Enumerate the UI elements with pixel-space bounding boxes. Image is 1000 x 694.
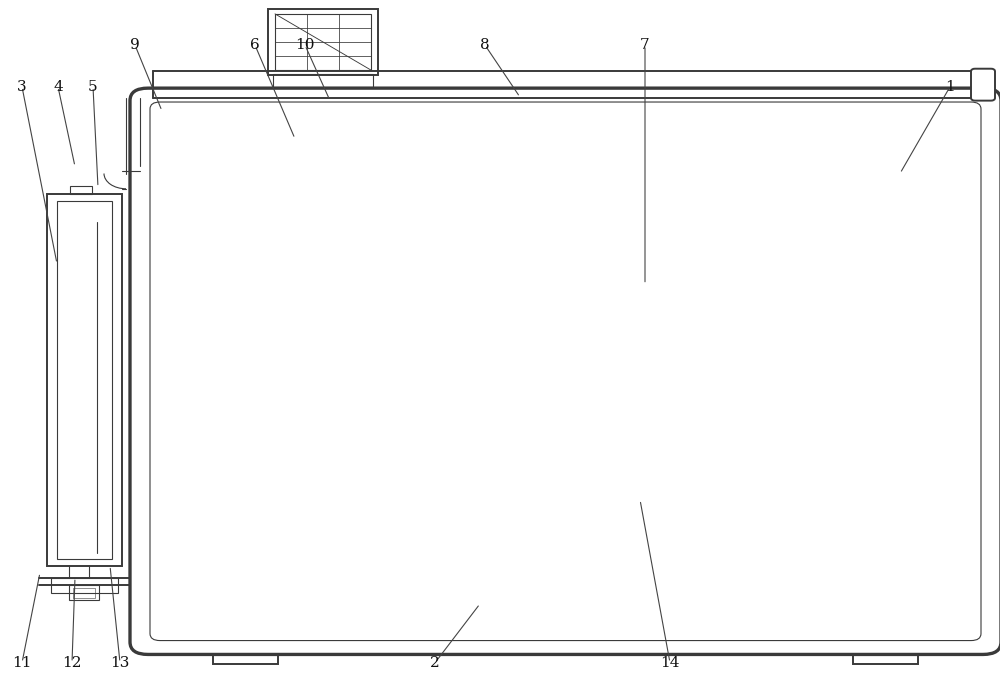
Text: 12: 12	[62, 656, 82, 670]
FancyBboxPatch shape	[971, 69, 995, 101]
Bar	[47, 194, 122, 566]
Bar	[213, 642, 278, 664]
Text: 8: 8	[480, 38, 490, 52]
Bar	[273, 74, 373, 87]
Bar	[70, 186, 92, 194]
Bar	[164, 185, 189, 196]
Bar	[853, 642, 918, 664]
Text: 5: 5	[88, 80, 98, 94]
FancyBboxPatch shape	[150, 102, 981, 641]
Polygon shape	[170, 468, 966, 630]
Text: 2: 2	[430, 656, 440, 670]
Bar	[588, 178, 636, 196]
Bar	[275, 14, 371, 70]
Bar	[705, 186, 727, 195]
Text: 7: 7	[640, 38, 650, 52]
Text: 4: 4	[53, 80, 63, 94]
Text: 11: 11	[12, 656, 32, 670]
Bar	[57, 201, 112, 559]
Text: 14: 14	[660, 656, 680, 670]
Bar	[69, 585, 99, 600]
Text: 6: 6	[250, 38, 260, 52]
Bar	[940, 186, 962, 195]
Bar	[73, 588, 95, 598]
Text: 9: 9	[130, 38, 140, 52]
Bar	[480, 185, 502, 196]
Text: 10: 10	[295, 38, 315, 52]
Bar	[584, 196, 640, 210]
Text: 1: 1	[945, 80, 955, 94]
Bar	[268, 9, 378, 75]
Text: 13: 13	[110, 656, 130, 670]
Bar	[51, 578, 118, 593]
Text: 3: 3	[17, 80, 27, 94]
FancyBboxPatch shape	[130, 88, 1000, 654]
